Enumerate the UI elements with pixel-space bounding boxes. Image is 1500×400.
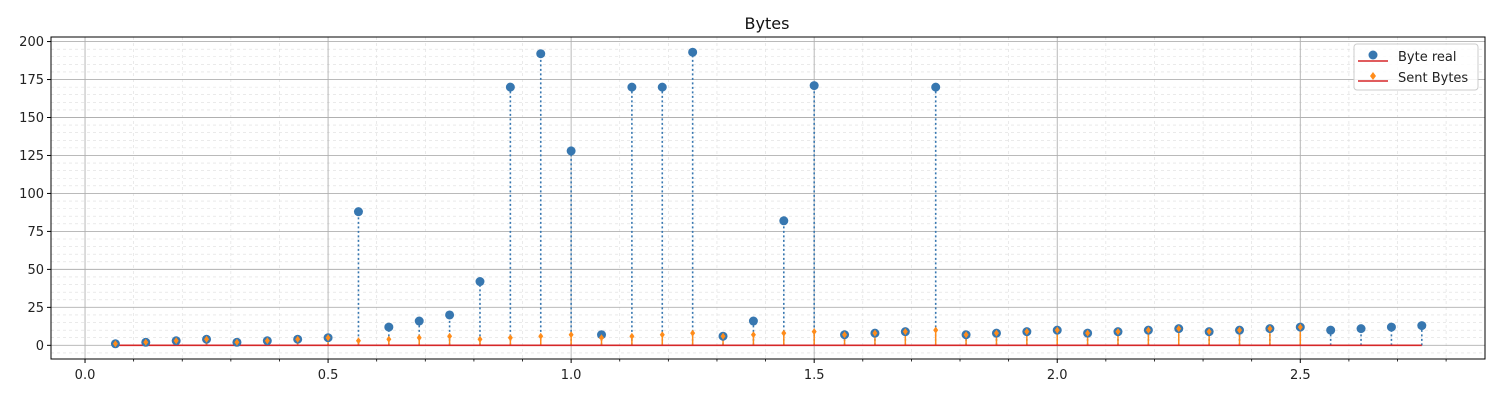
marker-sent-bytes — [963, 331, 969, 339]
y-tick-label: 125 — [19, 149, 44, 164]
marker-sent-bytes — [295, 335, 301, 343]
marker-sent-bytes — [1054, 326, 1060, 334]
marker-sent-bytes — [204, 335, 210, 343]
marker-sent-bytes — [1267, 325, 1273, 333]
legend-marker-sent-bytes — [1370, 72, 1376, 80]
marker-sent-bytes — [1024, 328, 1030, 336]
x-tick-label: 1.0 — [561, 368, 582, 383]
y-tick-label: 200 — [19, 35, 44, 50]
marker-sent-bytes — [1297, 323, 1303, 331]
marker-byte-real — [414, 316, 424, 326]
legend-label-byte-real: Byte real — [1398, 50, 1456, 65]
marker-sent-bytes — [720, 332, 726, 340]
marker-sent-bytes — [416, 334, 422, 342]
y-tick-label: 25 — [27, 301, 44, 316]
x-axis: 0.0 0.5 1.0 1.5 2.0 2.5 — [75, 359, 1447, 383]
marker-sent-bytes — [112, 340, 118, 348]
y-tick-label: 0 — [36, 339, 44, 354]
marker-sent-bytes — [690, 329, 696, 337]
marker-byte-real — [627, 82, 637, 92]
marker-sent-bytes — [1176, 325, 1182, 333]
marker-sent-bytes — [1237, 326, 1243, 334]
marker-sent-bytes — [629, 332, 635, 340]
x-tick-label: 2.0 — [1047, 368, 1068, 383]
marker-byte-real — [1386, 322, 1396, 332]
plot-frame — [50, 36, 1486, 360]
marker-byte-real — [688, 47, 698, 57]
legend: Byte real Sent Bytes — [1353, 43, 1479, 91]
marker-byte-real — [1326, 325, 1336, 335]
y-tick-label: 150 — [19, 111, 44, 126]
marker-sent-bytes — [355, 337, 361, 345]
marker-byte-real — [536, 49, 546, 59]
marker-sent-bytes — [173, 337, 179, 345]
marker-byte-real — [566, 146, 576, 156]
marker-sent-bytes — [599, 334, 605, 342]
marker-sent-bytes — [750, 331, 756, 339]
marker-byte-real — [779, 216, 789, 226]
marker-byte-real — [1417, 321, 1427, 331]
marker-sent-bytes — [568, 331, 574, 339]
legend-box — [1353, 43, 1479, 91]
marker-sent-bytes — [1145, 326, 1151, 334]
marker-sent-bytes — [933, 326, 939, 334]
marker-sent-bytes — [325, 334, 331, 342]
marker-sent-bytes — [386, 335, 392, 343]
marker-sent-bytes — [234, 338, 240, 346]
marker-byte-real — [384, 322, 394, 332]
marker-sent-bytes — [1206, 328, 1212, 336]
y-tick-label: 75 — [27, 225, 44, 240]
marker-byte-real — [475, 277, 485, 287]
marker-sent-bytes — [781, 329, 787, 337]
marker-sent-bytes — [993, 329, 999, 337]
y-axis: 0 25 50 75 100 125 150 175 200 — [19, 35, 51, 354]
x-tick-label: 0.0 — [75, 368, 96, 383]
marker-byte-real — [353, 207, 363, 217]
marker-byte-real — [931, 82, 941, 92]
x-tick-label: 2.5 — [1290, 368, 1311, 383]
y-tick-label: 175 — [19, 73, 44, 88]
marker-byte-real — [445, 310, 455, 320]
y-tick-label: 50 — [27, 263, 44, 278]
marker-sent-bytes — [659, 331, 665, 339]
marker-sent-bytes — [1115, 328, 1121, 336]
marker-sent-bytes — [811, 328, 817, 336]
marker-byte-real — [748, 316, 758, 326]
marker-sent-bytes — [507, 334, 513, 342]
marker-sent-bytes — [477, 335, 483, 343]
marker-sent-bytes — [538, 332, 544, 340]
marker-sent-bytes — [842, 331, 848, 339]
marker-byte-real — [809, 81, 819, 91]
marker-byte-real — [657, 82, 667, 92]
legend-marker-byte-real — [1368, 50, 1378, 60]
marker-sent-bytes — [902, 328, 908, 336]
marker-sent-bytes — [872, 329, 878, 337]
x-tick-label: 1.5 — [804, 368, 825, 383]
legend-label-sent-bytes: Sent Bytes — [1398, 71, 1468, 86]
marker-byte-real — [505, 82, 515, 92]
marker-sent-bytes — [447, 332, 453, 340]
marker-byte-real — [1356, 324, 1366, 334]
marker-sent-bytes — [1085, 329, 1091, 337]
markers — [110, 47, 1427, 349]
marker-sent-bytes — [143, 338, 149, 346]
x-tick-label: 0.5 — [318, 368, 339, 383]
chart-title: Bytes — [745, 14, 790, 33]
stems — [114, 52, 1423, 347]
y-tick-label: 100 — [19, 187, 44, 202]
grid — [51, 37, 1485, 359]
marker-sent-bytes — [264, 337, 270, 345]
